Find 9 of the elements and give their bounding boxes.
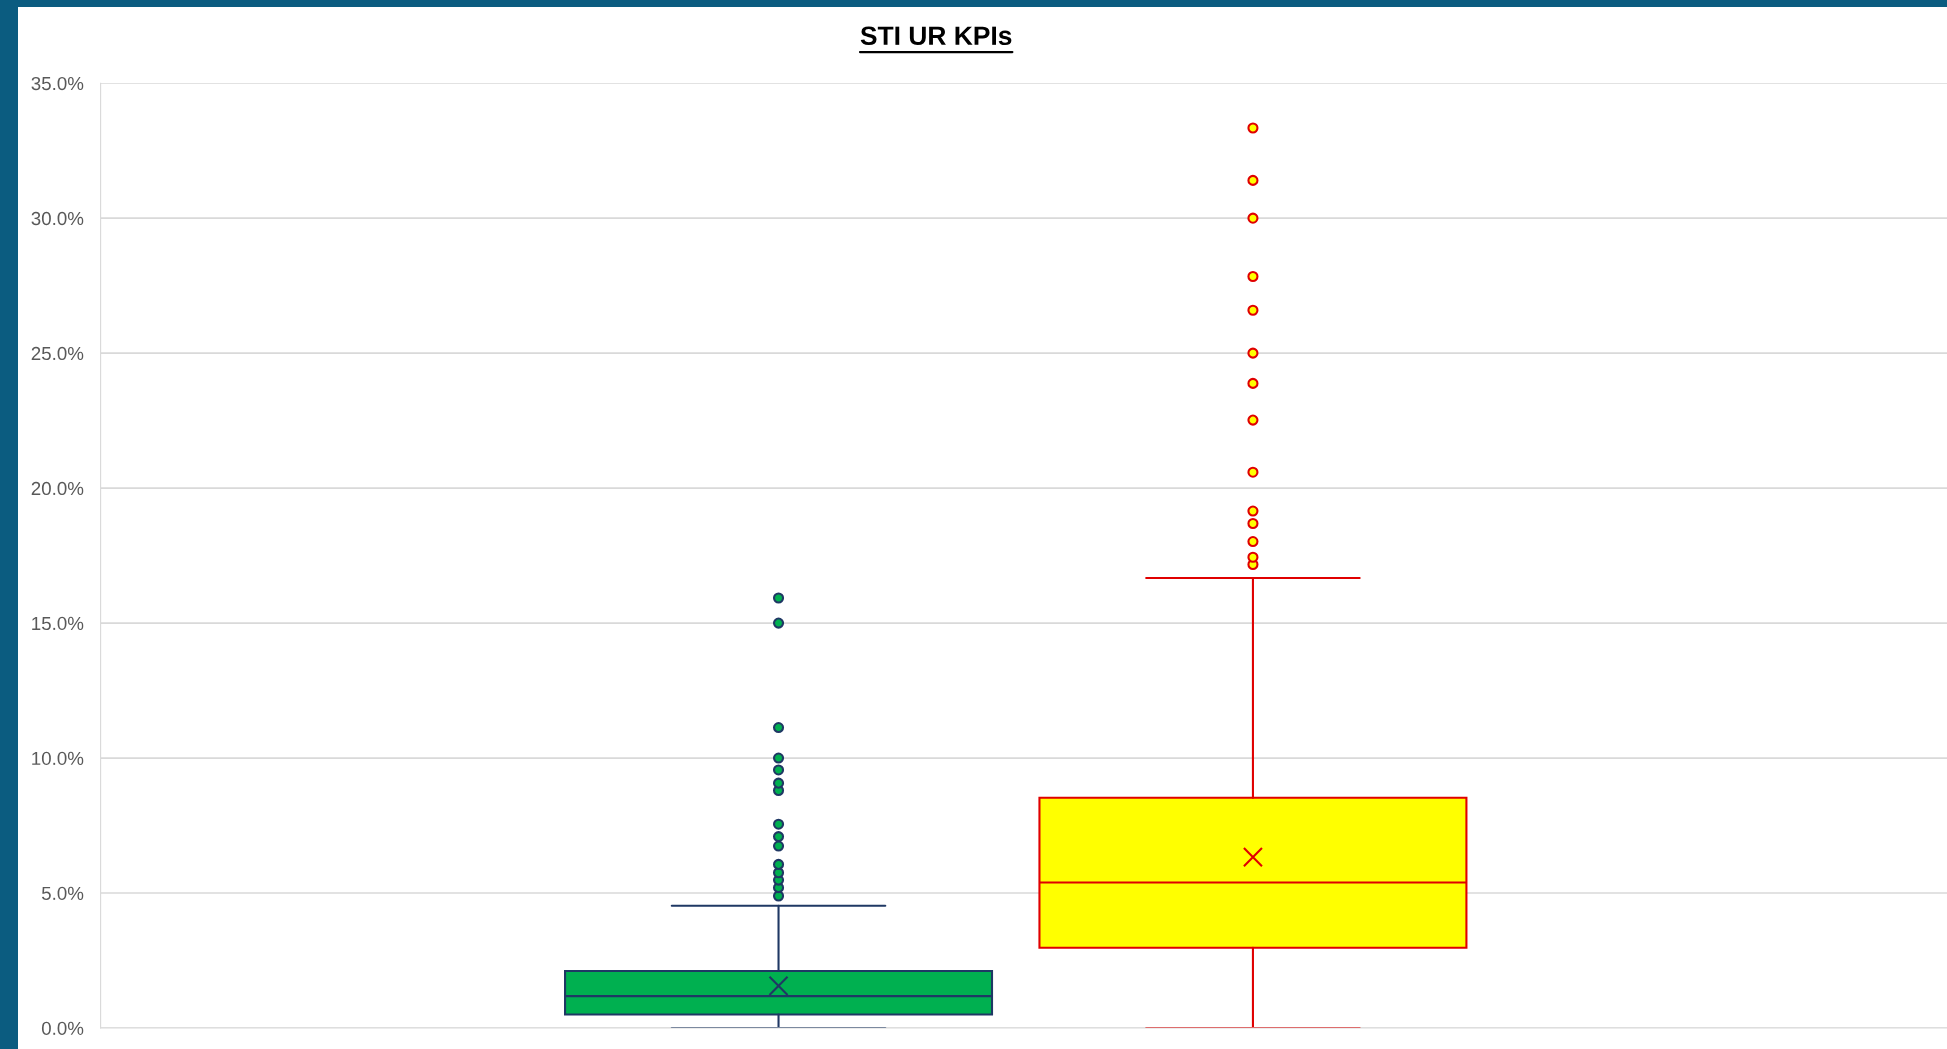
y-tick-label: 25.0% (31, 346, 84, 361)
y-tick-label: 15.0% (32, 616, 84, 631)
chart-title: STI UR KPIs (860, 26, 1012, 46)
y-tick-label: 35.0% (31, 76, 84, 91)
y-tick-label: 20.0% (31, 481, 84, 496)
y-tick-label: 10.0% (32, 751, 84, 766)
y-tick-label: 0.0% (41, 1021, 84, 1035)
y-tick-label: 30.0% (31, 211, 84, 226)
y-tick-label: 5.0% (41, 886, 84, 901)
